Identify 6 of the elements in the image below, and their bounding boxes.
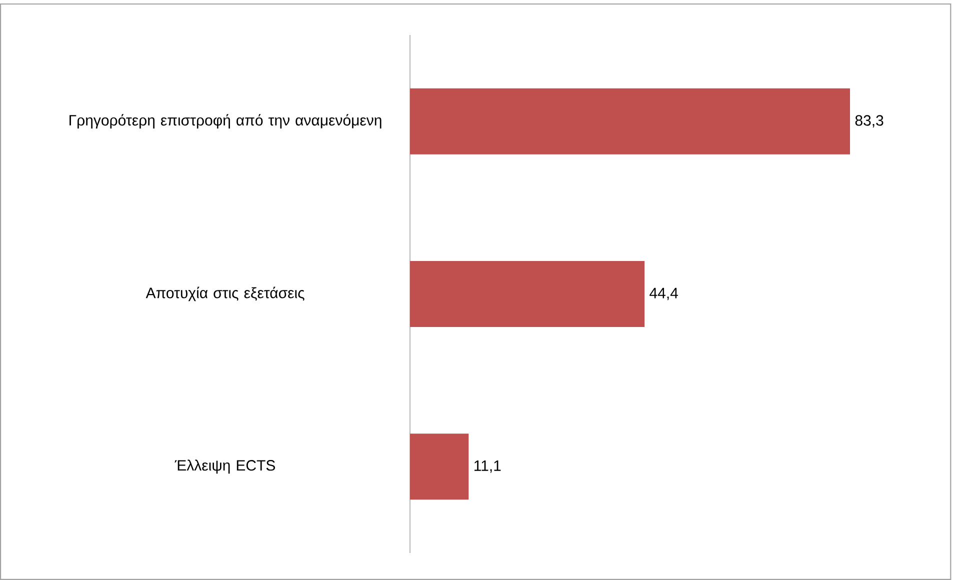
- y-tick-label: Έλλειψη ECTS: [174, 460, 275, 474]
- data-label: 83,3: [855, 115, 884, 128]
- y-tick-label: Αποτυχία στις εξετάσεις: [146, 286, 304, 302]
- data-label: 11,1: [474, 460, 501, 473]
- y-tick-label: Γρηγορότερη επιστροφή από την αναμενόμενη: [70, 114, 382, 129]
- data-label: 44,4: [650, 288, 678, 300]
